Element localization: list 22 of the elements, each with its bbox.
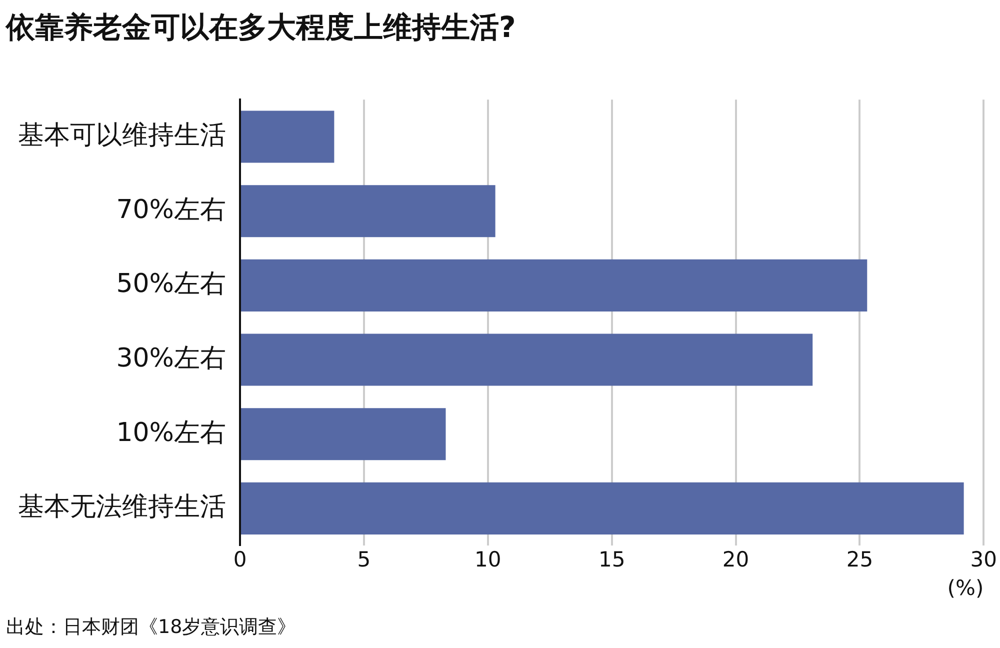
bar xyxy=(241,110,334,163)
x-tick-label: 15 xyxy=(598,548,626,572)
x-tick-label: 25 xyxy=(846,548,874,572)
x-axis-title: (%) xyxy=(947,576,984,600)
bar xyxy=(241,408,446,460)
x-tick-label: 20 xyxy=(722,548,750,572)
y-tick-label: 基本无法维持生活 xyxy=(18,492,226,522)
y-tick-label: 基本可以维持生活 xyxy=(18,120,226,151)
y-tick-label: 70%左右 xyxy=(116,194,226,225)
x-tick-label: 10 xyxy=(474,548,502,572)
x-tick-label: 0 xyxy=(233,548,247,572)
bar xyxy=(241,185,496,238)
y-tick-label: 10%左右 xyxy=(116,418,226,448)
x-tick-label: 30 xyxy=(970,548,998,572)
bar xyxy=(241,259,868,312)
y-tick-label: 50%左右 xyxy=(116,269,226,300)
text: 出处：日本财团《18岁意识调查》 xyxy=(6,615,296,640)
x-tick-label: 5 xyxy=(357,548,371,572)
y-tick-label: 30%左右 xyxy=(116,344,226,374)
bar xyxy=(241,482,964,534)
chart-title: 依靠养老金可以在多大程度上维持生活? xyxy=(6,9,516,46)
bar xyxy=(241,334,813,386)
